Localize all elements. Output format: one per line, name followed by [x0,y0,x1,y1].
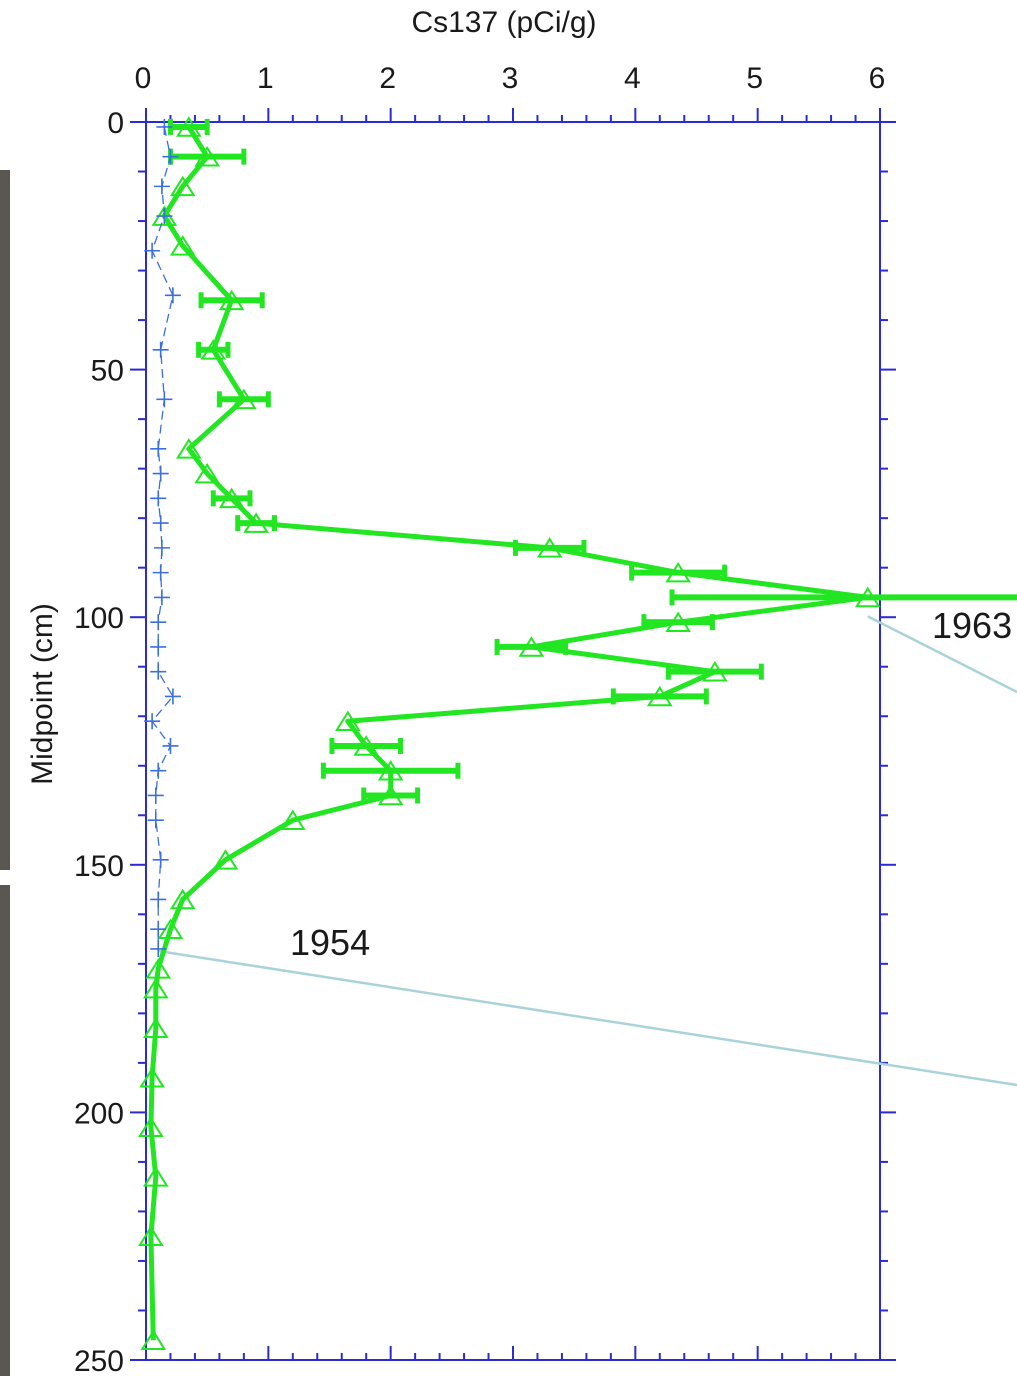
data-point-triangle [353,735,380,756]
plot-frame [145,121,881,1361]
y-tick-label: 50 [91,355,124,388]
background-photo-strip-lower [0,885,10,1376]
data-point-triangle [176,116,202,137]
data-point-triangle [665,561,691,583]
data-point-triangle [377,760,404,781]
x-tick-label: 5 [746,62,763,95]
data-point-triangle [218,487,245,509]
series-cs137-total [138,116,1017,1350]
data-point-triangle [169,888,196,910]
data-point-triangle [854,586,881,608]
data-point-triangle [142,1166,169,1187]
data-point-triangle [279,809,306,831]
data-point-triangle [243,512,269,533]
x-tick-label: 1 [257,62,274,95]
data-point-triangle [138,1225,164,1246]
tick-labels: 0 1 2 3 4 5 6 0 50 100 150 200 250 [74,62,885,1376]
y-tick-label: 0 [107,107,124,140]
data-point-triangle [218,289,245,311]
y-tick-label: 150 [74,850,124,883]
data-point-triangle [518,636,545,657]
data-point-triangle [139,1067,165,1088]
axis-ticks [130,108,896,1361]
series-cs137-secondary [144,118,181,957]
line-1963 [867,615,1017,694]
data-point-triangle [176,438,202,459]
series-line [151,126,174,949]
data-point-triangle [212,849,239,870]
annotation-lines [158,615,1017,1087]
y-tick-label: 100 [74,602,124,635]
data-point-triangle [140,1329,167,1350]
data-point-triangle [536,537,563,558]
data-series [138,116,1017,1350]
data-point-triangle [377,784,404,806]
series-line [148,125,871,1341]
line-1954 [158,949,1017,1087]
x-tick-label: 4 [624,62,641,95]
data-point-triangle [702,660,728,682]
data-point-triangle [231,388,257,410]
annotations: 1963 1954 [290,605,1012,963]
data-point-triangle [169,235,196,256]
data-point-triangle [142,977,169,999]
data-point-triangle [335,710,361,731]
data-point-triangle [145,958,172,979]
x-tick-label: 2 [379,62,396,95]
y-tick-label: 250 [74,1345,124,1376]
x-tick-label: 3 [502,62,519,95]
data-point-triangle [138,1116,164,1138]
data-point-triangle [646,685,673,707]
data-point-triangle [194,462,220,484]
background-photo-strip-upper [0,170,10,870]
data-point-triangle [194,145,220,167]
data-point-triangle [169,175,196,197]
x-tick-label: 6 [869,62,886,95]
data-point-triangle [142,1017,169,1039]
y-tick-label: 200 [74,1097,124,1130]
annotation-1954: 1954 [290,922,370,963]
data-point-triangle [665,611,691,632]
x-axis-label: Cs137 (pCi/g) [411,6,596,39]
annotation-1963: 1963 [932,605,1012,646]
data-point-triangle [200,339,227,360]
y-axis-label: Midpoint (cm) [26,603,59,785]
x-tick-label: 0 [135,62,152,95]
